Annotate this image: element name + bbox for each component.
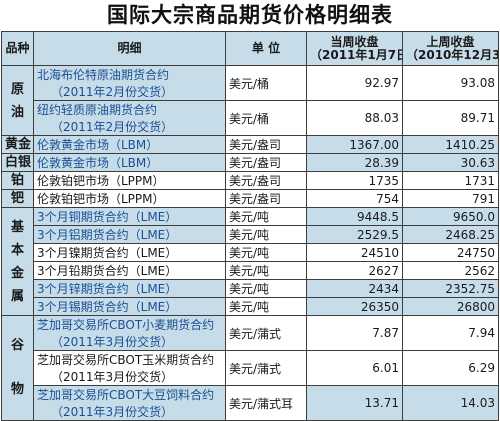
previous-value: 7.94 — [402, 315, 499, 351]
detail-cell: 3个月镍期货合约（LME） — [33, 243, 226, 262]
detail-cell: 3个月铜期货合约（LME） — [33, 207, 226, 226]
unit-cell: 美元/吨 — [225, 279, 307, 298]
detail-cell: 北海布伦特原油期货合约 （2011年2月份交货） — [33, 65, 226, 101]
current-value: 92.97 — [306, 65, 403, 101]
category-palladium: 钯 — [1, 189, 34, 208]
table-row: 纽约轻质原油期货合约 （2011年2月份交货） 美元/桶 88.03 89.71 — [2, 100, 499, 136]
current-value: 754 — [306, 189, 403, 208]
current-value: 2529.5 — [306, 225, 403, 244]
previous-value: 26800 — [402, 297, 499, 316]
header-row: 品种 明细 单 位 当周收盘（2011年1月7日） 上周收盘（2010年12月3… — [1, 31, 499, 66]
header-unit: 单 位 — [225, 31, 307, 66]
table-row: 钯 伦敦铂钯市场（LPPM） 美元/盎司 754 791 — [1, 189, 499, 208]
page-title: 国际大宗商品期货价格明细表 — [107, 2, 393, 27]
unit-cell: 美元/吨 — [225, 261, 307, 280]
previous-value: 2468.25 — [402, 225, 499, 244]
previous-value: 9650.0 — [402, 207, 499, 226]
header-current-date: （2011年1月7日） — [310, 47, 402, 62]
detail-cell: 纽约轻质原油期货合约 （2011年2月份交货） — [33, 100, 226, 136]
detail-cell: 芝加哥交易所CBOT大豆饲料合约 （2011年3月份交货） — [33, 385, 226, 421]
detail-cell: 伦敦黄金市场（LBM） — [33, 135, 226, 154]
table-row: 原油 北海布伦特原油期货合约 （2011年2月份交货） 美元/桶 92.97 93… — [1, 65, 499, 136]
detail-cell: 3个月锌期货合约（LME） — [33, 279, 226, 298]
table-row: 铂 伦敦铂钯市场（LPPM） 美元/盎司 1735 1731 — [1, 171, 499, 190]
previous-value: 30.63 — [402, 153, 499, 172]
price-table: 品种 明细 单 位 当周收盘（2011年1月7日） 上周收盘（2010年12月3… — [1, 31, 499, 421]
unit-cell: 美元/吨 — [225, 207, 307, 226]
previous-value: 2352.75 — [402, 279, 499, 298]
current-value: 9448.5 — [306, 207, 403, 226]
unit-cell: 美元/蒲式 — [225, 350, 307, 386]
previous-value: 93.08 — [402, 65, 499, 101]
table-row: 谷物 芝加哥交易所CBOT小麦期货合约 （2011年3月份交货） 美元/蒲式 7.… — [1, 315, 499, 421]
table-row: 黄金 伦敦黄金市场（LBM） 美元/盎司 1367.00 1410.25 — [1, 135, 499, 154]
unit-cell: 美元/盎司 — [225, 171, 307, 190]
current-value: 1367.00 — [306, 135, 403, 154]
unit-cell: 美元/盎司 — [225, 189, 307, 208]
current-value: 28.39 — [306, 153, 403, 172]
header-category: 品种 — [1, 31, 34, 66]
table-row: 白银 伦敦黄金市场（LBM） 美元/盎司 28.39 30.63 — [1, 153, 499, 172]
current-value: 26350 — [306, 297, 403, 316]
header-current: 当周收盘（2011年1月7日） — [306, 31, 403, 66]
detail-cell: 3个月锡期货合约（LME） — [33, 297, 226, 316]
unit-cell: 美元/蒲式 — [225, 315, 307, 351]
detail-cell: 伦敦铂钯市场（LPPM） — [33, 171, 226, 190]
header-previous: 上周收盘（2010年12月31日） — [402, 31, 499, 66]
current-value: 7.87 — [306, 315, 403, 351]
header-detail: 明细 — [33, 31, 226, 66]
current-value: 2434 — [306, 279, 403, 298]
previous-value: 89.71 — [402, 100, 499, 136]
current-value: 2627 — [306, 261, 403, 280]
table-row: 3个月铅期货合约（LME） 美元/吨 2627 2562 — [2, 261, 499, 280]
unit-cell: 美元/吨 — [225, 243, 307, 262]
category-gold: 黄金 — [1, 135, 34, 154]
previous-value: 791 — [402, 189, 499, 208]
previous-value: 1731 — [402, 171, 499, 190]
table-row: 3个月锡期货合约（LME） 美元/吨 26350 26800 — [2, 297, 499, 316]
header-previous-date: （2010年12月31日） — [406, 47, 498, 62]
current-value: 13.71 — [306, 385, 403, 421]
previous-value: 1410.25 — [402, 135, 499, 154]
category-platinum: 铂 — [1, 171, 34, 190]
unit-cell: 美元/桶 — [225, 65, 307, 101]
unit-cell: 美元/吨 — [225, 297, 307, 316]
detail-cell: 3个月铅期货合约（LME） — [33, 261, 226, 280]
unit-cell: 美元/吨 — [225, 225, 307, 244]
detail-cell: 伦敦黄金市场（LBM） — [33, 153, 226, 172]
table-row: 芝加哥交易所CBOT大豆饲料合约 （2011年3月份交货） 美元/蒲式耳 13.7… — [2, 385, 499, 421]
detail-cell: 芝加哥交易所CBOT小麦期货合约 （2011年3月份交货） — [33, 315, 226, 351]
unit-cell: 美元/盎司 — [225, 153, 307, 172]
table-row: 3个月锌期货合约（LME） 美元/吨 2434 2352.75 — [2, 279, 499, 298]
previous-value: 24750 — [402, 243, 499, 262]
previous-value: 6.29 — [402, 350, 499, 386]
unit-cell: 美元/盎司 — [225, 135, 307, 154]
unit-cell: 美元/桶 — [225, 100, 307, 136]
detail-cell: 3个月铝期货合约（LME） — [33, 225, 226, 244]
header-current-label: 当周收盘 — [330, 34, 379, 49]
previous-value: 14.03 — [402, 385, 499, 421]
header-previous-label: 上周收盘 — [426, 34, 475, 49]
table-row: 基本金属 3个月铜期货合约（LME） 美元/吨 9448.5 9650.0 — [1, 207, 499, 316]
category-silver: 白银 — [1, 153, 34, 172]
detail-cell: 芝加哥交易所CBOT玉米期货合约 （2011年3月份交货） — [33, 350, 226, 386]
detail-cell: 伦敦铂钯市场（LPPM） — [33, 189, 226, 208]
unit-cell: 美元/蒲式耳 — [225, 385, 307, 421]
category-grains: 谷物 — [1, 315, 34, 421]
previous-value: 2562 — [402, 261, 499, 280]
current-value: 6.01 — [306, 350, 403, 386]
current-value: 88.03 — [306, 100, 403, 136]
current-value: 24510 — [306, 243, 403, 262]
table-row: 3个月铝期货合约（LME） 美元/吨 2529.5 2468.25 — [2, 225, 499, 244]
current-value: 1735 — [306, 171, 403, 190]
table-row: 芝加哥交易所CBOT玉米期货合约 （2011年3月份交货） 美元/蒲式 6.01 … — [2, 350, 499, 386]
category-base-metals: 基本金属 — [1, 207, 34, 316]
category-crude: 原油 — [1, 65, 34, 136]
table-row: 3个月镍期货合约（LME） 美元/吨 24510 24750 — [2, 243, 499, 262]
